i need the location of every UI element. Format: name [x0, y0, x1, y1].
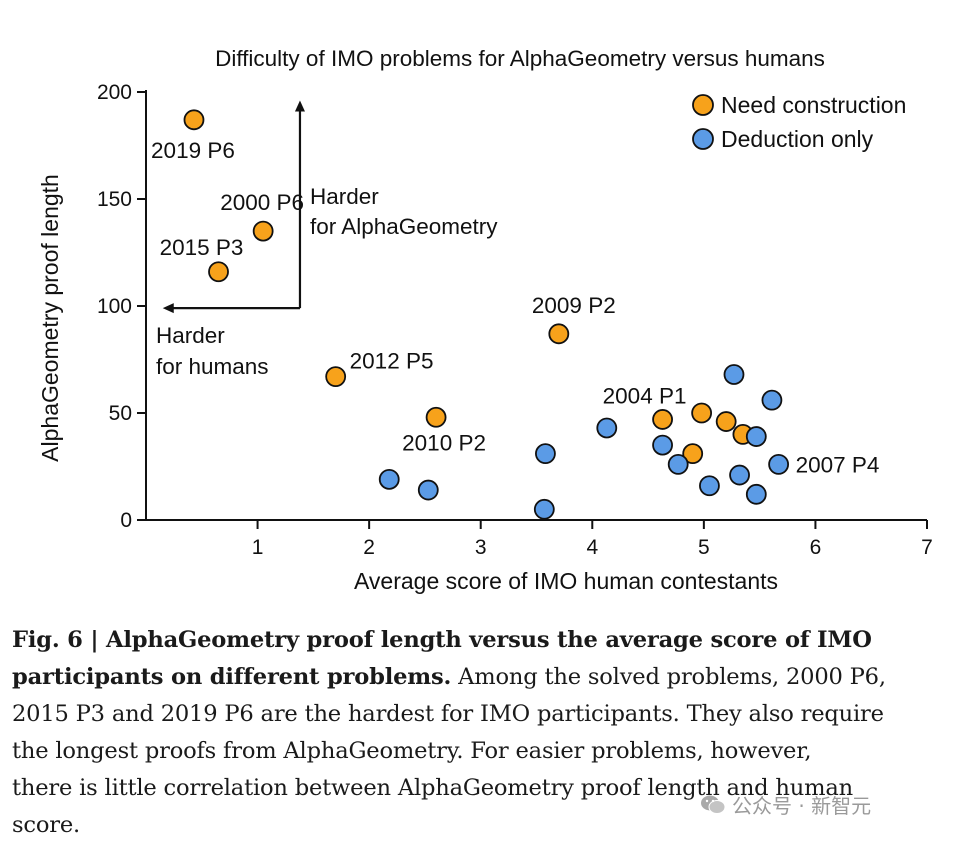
point-label: 2009 P2	[532, 293, 616, 318]
point-labels: 2019 P6 2000 P6 2015 P3 2009 P2 2012 P5 2010 …	[151, 138, 879, 478]
y-axis-label: AlphaGeometry proof length	[37, 174, 63, 462]
deduction-only-point	[768, 453, 790, 475]
deduction-only-point	[745, 483, 767, 505]
need-construction-point	[715, 411, 737, 432]
legend-label: Deduction only	[721, 126, 874, 152]
deduction-only-point	[652, 434, 673, 456]
x-tick-label: 7	[921, 536, 933, 559]
need-construction-point	[548, 323, 570, 345]
point-label: 2000 P6	[220, 190, 304, 215]
y-tick-label: 0	[120, 509, 132, 532]
deduction-only-point	[417, 479, 439, 501]
deduction-only-point	[729, 464, 750, 486]
point-label: 2019 P6	[151, 138, 235, 163]
legend-marker	[692, 94, 714, 116]
x-tick-label: 1	[252, 536, 264, 559]
deduction-only-point	[699, 475, 720, 497]
legend: Need construction Deduction only	[692, 92, 906, 152]
scatter-chart: Difficulty of IMO problems for AlphaGeom…	[37, 46, 933, 594]
need-construction-point	[252, 220, 274, 242]
point-label: 2010 P2	[402, 430, 486, 455]
need-construction-point	[208, 261, 229, 283]
tick-marks	[137, 91, 928, 529]
horizontal-arrow-label: for humans	[156, 354, 269, 379]
caption-line-2: participants on different problems. Amon…	[12, 659, 952, 696]
deduction-only-point	[596, 417, 618, 439]
need-construction-point	[652, 409, 673, 430]
vertical-arrowhead-icon	[294, 100, 305, 112]
deduction-only-point	[723, 364, 745, 385]
wechat-icon	[701, 795, 726, 814]
y-tick-label: 50	[109, 402, 132, 425]
legend-label: Need construction	[721, 92, 906, 118]
x-tick-label: 5	[698, 536, 710, 559]
horizontal-arrow-label: Harder	[156, 323, 225, 348]
deduction-only-point	[745, 426, 767, 447]
x-tick-label: 4	[586, 536, 598, 559]
watermark-text: 公众号 · 新智元	[732, 794, 872, 818]
point-label: 2007 P4	[796, 452, 880, 477]
deduction-only-point	[535, 443, 556, 465]
x-tick-label: 2	[363, 536, 375, 559]
caption-line-1: Fig. 6 | AlphaGeometry proof length vers…	[12, 622, 952, 659]
vertical-arrow-label: for AlphaGeometry	[310, 214, 498, 239]
x-tick-label: 3	[475, 536, 487, 559]
difficulty-arrows: Harder for AlphaGeometry Harder for humans	[156, 100, 498, 379]
caption-label-part1: Fig. 6 | AlphaGeometry proof length vers…	[12, 627, 872, 653]
point-label: 2015 P3	[160, 235, 244, 260]
horizontal-arrowhead-icon	[162, 303, 174, 314]
vertical-arrow-label: Harder	[310, 184, 379, 209]
need-construction-point	[425, 406, 447, 428]
x-axis-label: Average score of IMO human contestants	[354, 568, 778, 594]
legend-marker	[692, 128, 714, 150]
y-tick-label: 150	[97, 188, 132, 211]
chart-title: Difficulty of IMO problems for AlphaGeom…	[215, 46, 825, 71]
deduction-only-point	[667, 453, 689, 475]
caption-line-6: score.	[12, 812, 81, 838]
caption-line-4: the longest proofs from AlphaGeometry. F…	[12, 738, 812, 764]
caption-line-3: 2015 P3 and 2019 P6 are the hardest for …	[12, 701, 884, 727]
x-tick-label: 6	[810, 536, 822, 559]
deduction-only-point	[761, 389, 783, 411]
y-tick-label: 200	[97, 81, 132, 104]
caption-label-part2: participants on different problems.	[12, 664, 452, 690]
need-construction-point	[682, 443, 704, 465]
need-construction-point	[325, 366, 347, 388]
tick-labels: 1 2 3 4 5 6 7 0 50 100 150 200	[97, 81, 933, 559]
point-label: 2004 P1	[603, 383, 687, 408]
deduction-only-point	[533, 498, 555, 520]
need-construction-point	[691, 402, 713, 424]
y-tick-label: 100	[97, 295, 132, 318]
figure-caption: Fig. 6 | AlphaGeometry proof length vers…	[12, 622, 952, 844]
caption-text-1: Among the solved problems, 2000 P6,	[458, 664, 886, 690]
need-construction-point	[183, 109, 205, 131]
deduction-only-point	[378, 468, 400, 490]
point-label: 2012 P5	[350, 349, 434, 374]
data-points	[183, 109, 790, 520]
watermark: 公众号 · 新智元	[700, 790, 871, 819]
